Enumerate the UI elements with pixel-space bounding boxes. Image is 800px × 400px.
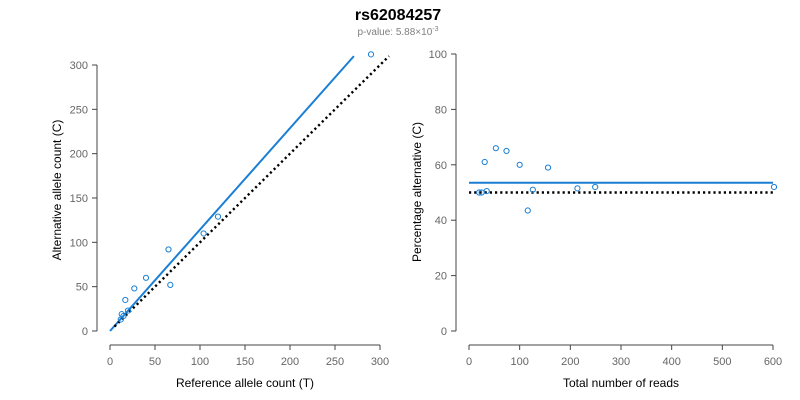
data-point (120, 312, 127, 320)
y-tick-label: 20 (435, 271, 447, 283)
x-axis-label: Reference allele count (T) (176, 376, 314, 390)
x-tick-label: 100 (191, 356, 209, 368)
data-point (124, 307, 132, 314)
x-tick-label: 300 (371, 356, 389, 368)
x-tick-label: 0 (466, 356, 472, 368)
y-tick-label: 250 (70, 104, 88, 116)
x-tick-label: 0 (107, 356, 113, 368)
data-point (476, 189, 483, 196)
y-tick-label: 60 (435, 160, 447, 172)
y-axis-label: Alternative allele count (C) (50, 120, 64, 261)
subtitle-exponent: -3 (432, 26, 438, 33)
chart-subtitle: p-value: 5.88×10-3 (357, 26, 438, 38)
x-tick-label: 500 (713, 356, 731, 368)
x-tick-label: 200 (561, 356, 579, 368)
y-tick-label: 200 (70, 149, 88, 161)
data-point (367, 51, 375, 58)
x-tick-label: 400 (662, 356, 680, 368)
x-axis-label: Total number of reads (563, 376, 679, 390)
x-tick-label: 100 (510, 356, 528, 368)
x-tick-label: 150 (236, 356, 254, 368)
chart-title: rs62084257 (355, 7, 441, 24)
data-point (592, 183, 599, 191)
data-point (516, 161, 523, 168)
plot-panel-1: 0 50 100 150 200 250 300 0 50 100 150 200 250 300 Refe… (50, 51, 390, 390)
data-point (529, 186, 536, 193)
y-tick-label: 100 (429, 49, 447, 61)
y-tick-label: 100 (70, 237, 88, 249)
data-point (481, 158, 488, 166)
x-tick-label: 300 (612, 356, 630, 368)
subtitle-text: p-value: 5.88×10 (357, 27, 432, 38)
data-point (503, 147, 510, 155)
data-point (142, 274, 150, 281)
data-point (118, 311, 125, 318)
y-tick-label: 300 (70, 60, 88, 72)
x-tick-label: 50 (149, 356, 161, 368)
plot-panel-2: 0 100 200 300 400 500 600 0 20 40 60 80 100 Total num… (410, 49, 782, 390)
data-point (492, 145, 499, 152)
data-point (131, 285, 138, 292)
y-tick-label: 0 (441, 326, 447, 338)
y-tick-label: 80 (435, 104, 447, 116)
data-point (770, 183, 778, 191)
x-tick-label: 250 (326, 356, 344, 368)
data-point (165, 246, 172, 253)
reference-line (113, 55, 390, 328)
data-point (200, 230, 207, 237)
data-point (214, 213, 222, 220)
data-point (544, 164, 552, 171)
y-tick-label: 50 (76, 282, 88, 294)
data-point (483, 188, 490, 195)
data-point (524, 207, 531, 214)
fit-line (109, 55, 355, 332)
x-tick-label: 200 (281, 356, 299, 368)
x-tick-label: 600 (764, 356, 782, 368)
y-axis-label: Percentage alternative (C) (410, 122, 424, 262)
y-tick-label: 150 (70, 193, 88, 205)
data-point (167, 281, 174, 288)
data-point (574, 185, 581, 192)
data-point (122, 296, 129, 304)
y-tick-label: 0 (82, 326, 88, 338)
y-tick-label: 40 (435, 215, 447, 227)
